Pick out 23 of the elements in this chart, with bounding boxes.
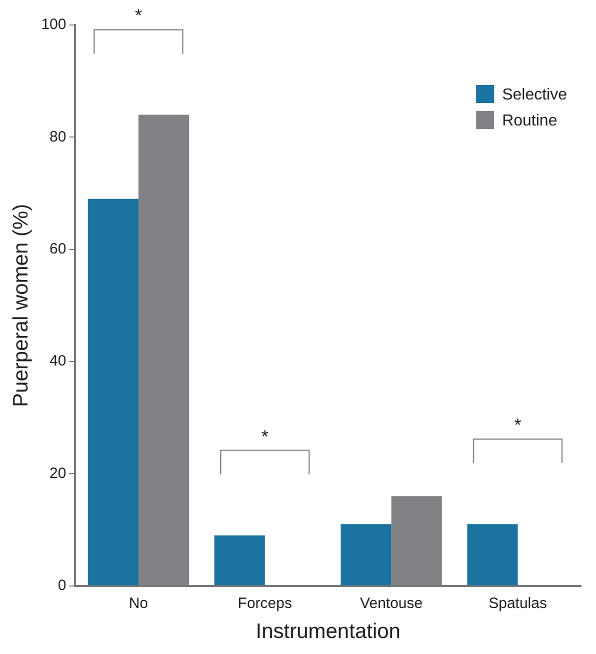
x-tick-label: No [128,594,148,612]
x-tick-label: Forceps [238,594,292,612]
bar [391,496,442,586]
y-axis-title: Puerperal women (%) [9,204,32,407]
bar [138,114,190,586]
bar [467,524,518,586]
y-tick-label: 40 [50,352,66,370]
y-tick-label: 80 [50,128,66,146]
y-tick-label: 100 [41,16,66,34]
x-axis-title: Instrumentation [256,620,400,644]
y-tick-label: 0 [58,576,66,594]
bar [340,524,392,586]
annotation: * [514,415,522,436]
y-tick-label: 20 [50,464,66,482]
legend-label: Selective [502,86,568,104]
x-tick-label: Spatulas [488,594,547,612]
legend-label: Routine [502,112,558,130]
bar [214,535,265,586]
x-tick-label: Ventouse [360,594,423,612]
bar [88,198,138,586]
y-tick-label: 60 [50,240,66,258]
annotation: * [134,6,142,26]
annotation: * [261,426,268,446]
